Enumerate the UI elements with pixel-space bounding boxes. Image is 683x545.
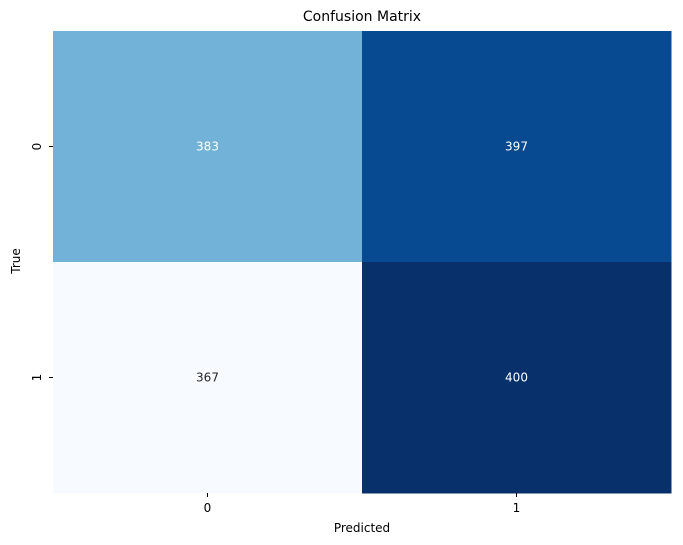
heatmap-cell-1-1 xyxy=(362,262,672,494)
x-axis-label: Predicted xyxy=(334,521,390,535)
chart-title: Confusion Matrix xyxy=(303,9,421,25)
heatmap-cell-0-1 xyxy=(362,31,672,263)
x-tick-label-0: 0 xyxy=(204,501,212,515)
heatmap-cell-1-0 xyxy=(53,262,363,494)
heatmap-annotations: 383 397 367 400 xyxy=(196,140,528,385)
cell-value-0-1: 397 xyxy=(505,140,528,154)
y-tick-label-0: 0 xyxy=(30,143,44,151)
cell-value-1-0: 367 xyxy=(196,371,219,385)
heatmap-cell-0-0 xyxy=(53,31,363,263)
cell-value-0-0: 383 xyxy=(196,140,219,154)
y-axis-label: True xyxy=(9,248,23,275)
heatmap-cells xyxy=(53,31,672,494)
x-tick-label-1: 1 xyxy=(513,501,521,515)
cell-value-1-1: 400 xyxy=(505,371,528,385)
y-axis-ticks: 01 xyxy=(30,143,53,382)
y-tick-label-1: 1 xyxy=(30,374,44,382)
